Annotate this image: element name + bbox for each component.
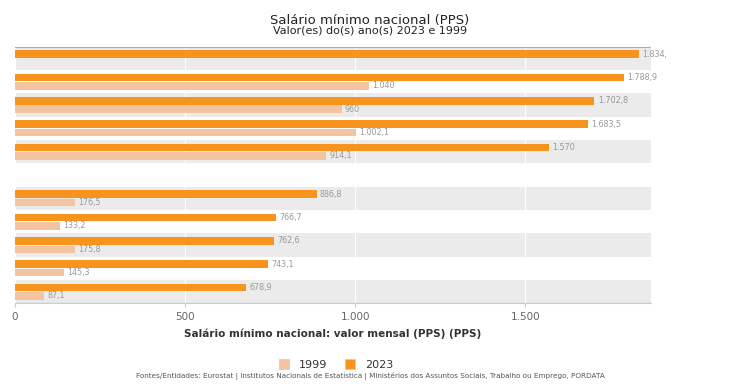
Bar: [15, 152, 326, 159]
Bar: [15, 144, 549, 151]
Text: Valor(es) do(s) ano(s) 2023 e 1999: Valor(es) do(s) ano(s) 2023 e 1999: [273, 25, 467, 35]
Text: Salário mínimo nacional (PPS): Salário mínimo nacional (PPS): [270, 14, 470, 26]
Text: 145,3: 145,3: [67, 268, 90, 277]
Bar: [15, 284, 246, 291]
Bar: [15, 214, 276, 221]
Bar: [15, 222, 60, 230]
Bar: [15, 210, 651, 233]
Text: Fontes/Entidades: Eurostat | Institutos Nacionais de Estatística | Ministérios d: Fontes/Entidades: Eurostat | Institutos …: [135, 372, 605, 380]
Bar: [15, 187, 651, 210]
Bar: [15, 97, 594, 105]
Text: 87,1: 87,1: [48, 291, 65, 300]
Text: 1.683,5: 1.683,5: [591, 120, 621, 129]
Bar: [15, 47, 651, 70]
Bar: [15, 245, 75, 253]
Text: 762,6: 762,6: [278, 237, 300, 245]
Bar: [15, 257, 651, 280]
Bar: [15, 117, 651, 140]
Text: 743,1: 743,1: [271, 260, 294, 269]
Text: 1.788,9: 1.788,9: [627, 73, 657, 82]
Text: 176,5: 176,5: [78, 198, 101, 207]
Bar: [15, 93, 651, 117]
Bar: [15, 233, 651, 257]
Bar: [15, 140, 651, 163]
Text: 1.002,1: 1.002,1: [359, 128, 389, 137]
Bar: [15, 237, 275, 245]
Bar: [15, 292, 44, 300]
Bar: [15, 129, 356, 136]
Text: 1.570: 1.570: [553, 143, 575, 152]
Bar: [15, 269, 64, 276]
Bar: [15, 261, 268, 268]
Text: 133,2: 133,2: [64, 221, 86, 230]
Text: 766,7: 766,7: [279, 213, 302, 222]
Text: 960: 960: [345, 105, 360, 114]
Text: 886,8: 886,8: [320, 190, 343, 199]
Bar: [15, 70, 651, 93]
Bar: [15, 121, 588, 128]
Text: 914,1: 914,1: [329, 151, 352, 160]
Bar: [15, 199, 75, 206]
Bar: [15, 163, 651, 187]
Bar: [15, 280, 651, 303]
Bar: [15, 191, 317, 198]
Bar: [15, 74, 624, 81]
Legend: 1999, 2023: 1999, 2023: [268, 355, 398, 374]
Text: 1.702,8: 1.702,8: [598, 96, 628, 105]
Text: 678,9: 678,9: [249, 283, 272, 292]
Bar: [15, 51, 639, 58]
Bar: [15, 82, 369, 89]
X-axis label: Salário mínimo nacional: valor mensal (PPS) (PPS): Salário mínimo nacional: valor mensal (P…: [184, 328, 482, 338]
Bar: [15, 105, 341, 113]
Text: 175,8: 175,8: [78, 245, 101, 254]
Text: 1.834,: 1.834,: [642, 50, 667, 59]
Text: 1.040: 1.040: [372, 81, 394, 90]
